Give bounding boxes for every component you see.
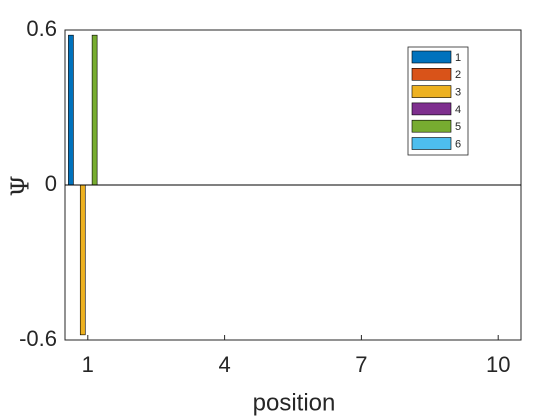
legend-swatch xyxy=(411,119,452,133)
legend-swatch xyxy=(411,68,452,81)
x-tick-label: 10 xyxy=(486,352,510,377)
bar xyxy=(91,34,98,186)
legend-box xyxy=(407,46,469,156)
bar xyxy=(79,184,86,336)
legend-label: 4 xyxy=(455,104,461,116)
y-axis-label: Ψ xyxy=(7,175,35,196)
legend-label: 5 xyxy=(455,121,461,133)
legend-label: 3 xyxy=(455,87,461,99)
y-tick-label: -0.6 xyxy=(19,326,57,351)
legend-label: 1 xyxy=(455,52,461,64)
y-tick-label: 0 xyxy=(45,171,57,196)
legend-swatch xyxy=(411,137,452,150)
legend-swatch xyxy=(411,50,452,64)
legend-label: 6 xyxy=(455,138,461,150)
x-tick-label: 1 xyxy=(82,352,94,377)
legend-swatch xyxy=(411,85,452,98)
x-tick-label: 4 xyxy=(218,352,230,377)
legend-swatch xyxy=(411,102,452,116)
x-axis-label: position xyxy=(253,389,336,416)
legend-label: 2 xyxy=(455,69,461,81)
x-tick-label: 7 xyxy=(355,352,367,377)
bar xyxy=(68,34,74,186)
y-tick-label: 0.6 xyxy=(26,16,57,41)
